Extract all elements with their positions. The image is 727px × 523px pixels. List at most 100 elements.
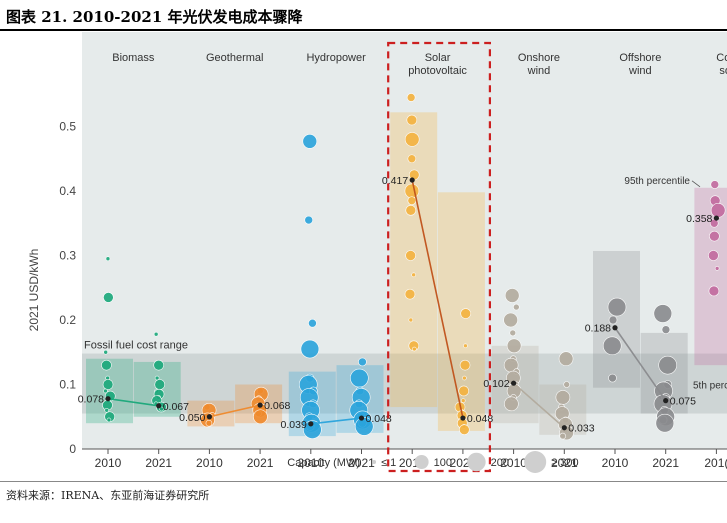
solar-photovoltaic-dot-2021-1: [463, 343, 468, 349]
solar-photovoltaic-dot-2010-0: [406, 93, 416, 102]
solar-photovoltaic-label-line-0: Solar: [425, 52, 451, 64]
y-tick-label-5: 0.5: [59, 120, 76, 134]
solar-photovoltaic-dot-2021-5: [460, 398, 466, 403]
biomass-dot-2021-1: [153, 359, 164, 371]
solar-photovoltaic-dot-2010-8: [405, 250, 416, 261]
title-rule: [0, 29, 727, 31]
concentrating-solar-power-dot-2010-2: [710, 203, 726, 218]
biomass-dot-2010-5: [102, 379, 114, 390]
geothermal-avg-line: [209, 404, 261, 418]
solar-photovoltaic-dot-2010-6: [407, 196, 417, 205]
biomass-avg-line: [107, 397, 159, 407]
geothermal-dot-2021-7: [253, 409, 268, 425]
pct95-leader: [691, 180, 701, 188]
offshore-wind-dot-2021-10: [655, 413, 675, 433]
concentrating-solar-power-label-line-0: Con: [716, 52, 727, 64]
capacity-legend-dot-2: [467, 452, 486, 472]
solar-photovoltaic-avg-marker-2010: [409, 177, 415, 183]
solar-photovoltaic-dot-2021-12: [459, 424, 470, 435]
capacity-legend: Capacity (MW) ≤ 1 100 200 ≥ 300: [287, 450, 579, 474]
solar-photovoltaic-dot-2010-7: [405, 205, 417, 216]
onshore-wind-label-line-0: Onshore: [518, 52, 560, 64]
solar-photovoltaic-dot-2010-3: [407, 154, 417, 164]
onshore-wind-dot-2021-2: [555, 390, 571, 405]
onshore-wind-dot-2010-1: [513, 303, 520, 311]
offshore-wind-avg-marker-2010: [612, 325, 618, 331]
x-tick-label-5: 2021: [348, 456, 375, 470]
concentrating-solar-power-dot-2010-5: [708, 250, 719, 261]
hydropower-dot-2010-2: [308, 318, 317, 328]
capacity-legend-dot-0: [372, 459, 377, 465]
offshore-wind-dot-2010-3: [608, 373, 617, 383]
onshore-wind-avg-label-2021: 0.033: [568, 423, 594, 435]
biomass-dot-2010-6: [103, 388, 108, 394]
onshore-wind-avg-label-2010: 0.102: [483, 378, 509, 390]
capacity-legend-label-0: ≤ 1: [381, 457, 396, 469]
capacity-legend-dot-1: [414, 455, 429, 469]
capacity-legend-label-2: 200: [491, 457, 509, 469]
onshore-wind-dot-2021-1: [563, 381, 570, 388]
onshore-wind-dot-2010-0: [504, 288, 520, 303]
geothermal-dot-2010-4: [205, 419, 213, 427]
concentrating-solar-power-avg-marker-2010: [713, 215, 720, 221]
fossil-fuel-range-band: [82, 353, 727, 414]
offshore-wind-avg-marker-2021: [663, 398, 669, 404]
x-tick-label-3: 2021: [247, 456, 274, 470]
geothermal-avg-marker-2021: [257, 402, 263, 408]
geothermal-avg-label-2021: 0.068: [264, 400, 290, 412]
onshore-wind-dot-2010-12: [504, 396, 519, 412]
onshore-wind-dot-2010-4: [506, 338, 522, 354]
concentrating-solar-power-label-line-1: sol: [719, 65, 727, 77]
hydropower-dot-2021-1: [350, 368, 369, 388]
solar-photovoltaic-avg-line: [411, 179, 464, 419]
hydropower-dot-2010-1: [304, 215, 314, 225]
hydropower-avg-label-2021: 0.048: [366, 413, 392, 425]
biomass-dot-2021-3: [154, 379, 166, 390]
fossil-fuel-range-label: Fossil fuel cost range: [84, 340, 188, 352]
solar-photovoltaic-dot-2010-10: [404, 288, 416, 300]
y-tick-label-1: 0.1: [59, 378, 76, 392]
hydropower-dot-2021-9: [354, 417, 374, 436]
biomass-dot-2010-12: [106, 417, 112, 423]
y-tick-label-0: 0: [69, 442, 76, 456]
concentrating-solar-power-dot-2010-7: [708, 285, 720, 297]
category-label-group: Biomass Geothermal Hydropower Solarphotovol…: [112, 52, 727, 392]
solar-photovoltaic-dot-2010-13: [412, 346, 417, 352]
fossil-fuel-band-group: Fossil fuel cost range: [82, 340, 727, 414]
offshore-wind-label-line-1: wind: [628, 65, 652, 77]
biomass-avg-label-2010: 0.078: [78, 394, 104, 406]
hydropower-avg-marker-2021: [358, 415, 365, 421]
concentrating-solar-power-dot-2010-4: [709, 230, 720, 242]
offshore-wind-dot-2021-2: [658, 355, 677, 375]
biomass-dot-2010-10: [104, 407, 110, 413]
y-tick-label-4: 0.4: [59, 184, 76, 198]
capacity-legend-title: Capacity (MW): [287, 457, 360, 469]
hydropower-dot-2010-13: [303, 420, 322, 439]
hydropower-label-line-0: Hydropower: [306, 52, 366, 64]
x-tick-label-11: 2021: [652, 456, 679, 470]
onshore-wind-dot-2021-0: [558, 351, 574, 367]
offshore-wind-dot-2010-1: [608, 315, 618, 325]
x-tick-label-10: 2010: [602, 456, 629, 470]
onshore-wind-label-line-1: wind: [527, 65, 551, 77]
y-tick-label-2: 0.2: [59, 313, 76, 327]
offshore-wind-dot-2010-0: [607, 297, 627, 317]
offshore-wind-avg-line: [614, 327, 667, 402]
solar-photovoltaic-dot-2010-1: [406, 114, 418, 126]
x-tick-label-9: 2021: [551, 456, 578, 470]
onshore-wind-avg-marker-2010: [510, 380, 517, 386]
x-tick-label-0: 2010: [95, 456, 122, 470]
hydropower-avg-marker-2010: [308, 421, 314, 427]
onshore-wind-dot-2021-9: [559, 432, 566, 440]
geothermal-avg-marker-2010: [206, 414, 212, 420]
offshore-wind-dot-2021-1: [661, 325, 671, 334]
hydropower-dot-2010-3: [300, 339, 320, 359]
hydropower-dot-2021-0: [358, 357, 367, 367]
biomass-avg-label-2021: 0.067: [163, 401, 189, 413]
offshore-wind-label-line-0: Offshore: [619, 52, 661, 64]
solar-photovoltaic-dot-2010-2: [404, 132, 420, 147]
y-tick-label-3: 0.3: [59, 249, 76, 263]
x-tick-label-2: 2010: [196, 456, 223, 470]
concentrating-solar-power-band-2010: [694, 187, 727, 366]
capacity-legend-label-1: 100: [434, 457, 452, 469]
